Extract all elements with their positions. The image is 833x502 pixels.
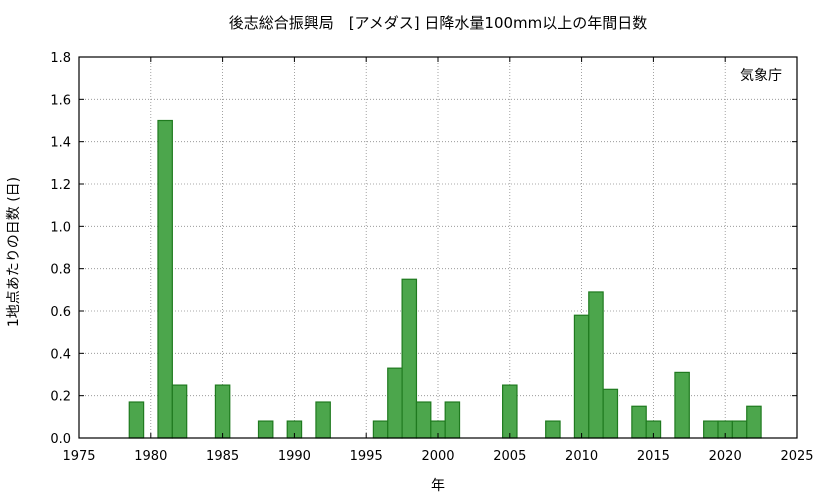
x-tick-label: 1975 xyxy=(62,449,95,464)
bar-2014 xyxy=(631,405,647,439)
bar-1981 xyxy=(157,119,173,439)
bar-1992 xyxy=(315,401,331,439)
bar-2011 xyxy=(588,291,604,439)
bar-2010 xyxy=(573,314,590,439)
bar-2017 xyxy=(674,371,690,439)
x-tick-label: 1995 xyxy=(350,449,383,464)
y-tick-label: 1.8 xyxy=(50,51,71,66)
y-tick-label: 1.6 xyxy=(50,93,71,108)
bar-2022 xyxy=(746,405,762,439)
x-tick-label: 2005 xyxy=(493,449,526,464)
y-axis-label: 1地点あたりの日数 (日) xyxy=(6,177,22,327)
x-tick-label: 2015 xyxy=(637,449,670,464)
chart-title: 後志総合振興局 [アメダス] 日降水量100mm以上の年間日数 xyxy=(229,14,648,32)
axis-ticks: 1975 1980 1985 1990 1995 2000 2005 2010 2015 2020… xyxy=(50,51,813,464)
x-tick-label: 1980 xyxy=(134,449,167,464)
bar-1979 xyxy=(128,401,145,439)
y-tick-label: 0.6 xyxy=(50,305,71,320)
bar-2005 xyxy=(502,384,518,439)
bar-2008 xyxy=(545,420,561,439)
source-annotation: 気象庁 xyxy=(740,68,782,84)
bar-1998 xyxy=(401,278,418,439)
x-tick-label: 2020 xyxy=(709,449,742,464)
bars xyxy=(128,119,762,439)
bar-2012 xyxy=(602,388,619,439)
y-tick-label: 0.2 xyxy=(50,390,71,405)
x-tick-label: 1990 xyxy=(278,449,311,464)
y-tick-label: 0.0 xyxy=(50,432,71,447)
y-tick-label: 1.4 xyxy=(50,136,71,151)
y-tick-label: 0.8 xyxy=(50,263,71,278)
bar-1997 xyxy=(387,367,403,439)
x-tick-label: 2000 xyxy=(421,449,454,464)
bar-1985 xyxy=(214,384,231,439)
y-tick-label: 1.0 xyxy=(50,220,71,235)
bar-1982 xyxy=(171,384,188,439)
bar-2019 xyxy=(703,420,719,439)
x-tick-label: 2010 xyxy=(565,449,598,464)
x-tick-label: 2025 xyxy=(780,449,813,464)
bar-1988 xyxy=(257,420,274,439)
y-tick-label: 1.2 xyxy=(50,178,71,193)
x-axis-label: 年 xyxy=(431,478,445,494)
bar-1996 xyxy=(372,420,389,439)
y-tick-label: 0.4 xyxy=(50,347,71,362)
x-tick-label: 1985 xyxy=(206,449,239,464)
grid-lines xyxy=(79,57,797,438)
bar-2001 xyxy=(444,401,461,439)
bar-2021 xyxy=(731,420,748,439)
bar-1999 xyxy=(415,401,432,439)
